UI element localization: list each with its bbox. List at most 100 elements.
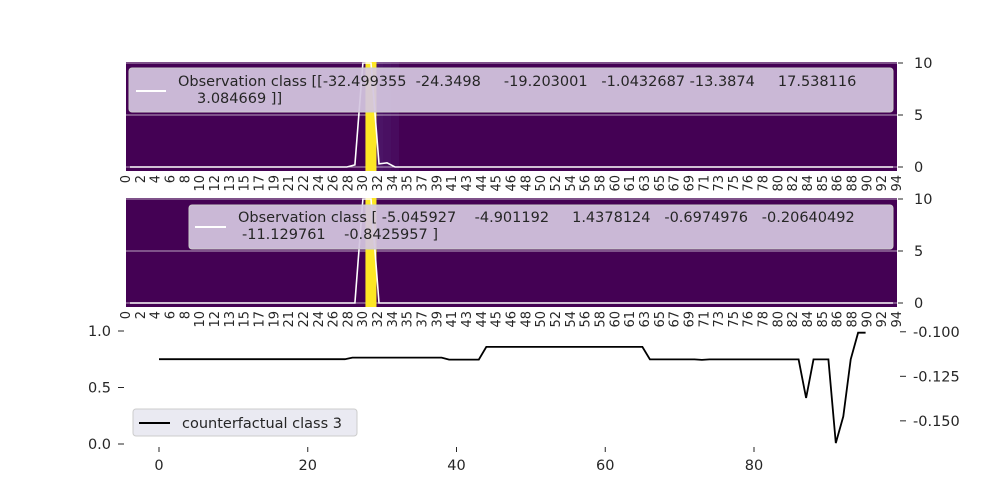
x-tick-label: 75	[727, 311, 742, 328]
x-tick-label: 67	[668, 175, 683, 192]
x-tick-label: 4	[149, 175, 164, 183]
x-tick-label: 13	[223, 311, 238, 328]
x-tick-label: 2	[134, 175, 149, 183]
x-tick-label: 71	[697, 175, 712, 192]
x-tick-label: 78	[757, 311, 772, 328]
top-legend: Observation class [[-32.499355 -24.3498 …	[128, 67, 894, 113]
y-tick-label: 0	[914, 296, 923, 312]
right-y-tick-label: -0.150	[913, 414, 960, 430]
x-tick-label: 34	[386, 311, 401, 328]
middle-legend: Observation class [ -5.045927 -4.901192 …	[188, 204, 894, 250]
x-tick-label: 48	[519, 311, 534, 328]
x-tick-label: 21	[282, 311, 297, 328]
x-tick-label: 26	[327, 311, 342, 328]
x-tick-label: 80	[745, 458, 763, 474]
x-tick-label: 60	[596, 458, 614, 474]
x-tick-label: 35	[401, 175, 416, 192]
x-tick-label: 34	[386, 175, 401, 192]
top-faint-columns	[374, 62, 400, 171]
x-tick-label: 19	[267, 311, 282, 328]
x-tick-label: 50	[534, 175, 549, 192]
middle-legend-line1: Observation class [ -5.045927 -4.901192 …	[238, 210, 855, 226]
middle-highlight-column	[365, 198, 377, 307]
x-tick-label: 24	[312, 175, 327, 192]
x-tick-label: 88	[846, 311, 861, 328]
left-y-tick-label: 0.5	[88, 381, 111, 397]
x-tick-label: 15	[238, 311, 253, 328]
x-tick-label: 73	[712, 311, 727, 328]
x-tick-label: 45	[490, 175, 505, 192]
x-tick-label: 30	[356, 175, 371, 192]
x-tick-label: 43	[460, 311, 475, 328]
x-tick-label: 52	[549, 311, 564, 328]
x-tick-label: 41	[445, 175, 460, 192]
x-tick-label: 71	[697, 311, 712, 328]
middle-legend-line2: -11.129761 -0.8425957 ]	[242, 227, 438, 243]
x-tick-label: 32	[371, 311, 386, 328]
x-tick-label: 8	[178, 311, 193, 319]
bottom-left-y-axis: 1.0 0.5 0.0	[88, 324, 124, 453]
x-tick-label: 78	[757, 175, 772, 192]
x-tick-label: 90	[860, 175, 875, 192]
x-tick-label: 0	[154, 458, 163, 474]
x-tick-label: 37	[416, 311, 431, 328]
x-tick-label: 21	[282, 175, 297, 192]
x-tick-label: 63	[638, 311, 653, 328]
x-tick-label: 82	[786, 311, 801, 328]
x-tick-label: 65	[653, 175, 668, 192]
middle-right-y-axis: 10 5 0	[898, 192, 932, 312]
middle-legend-box	[188, 204, 894, 250]
x-tick-label: 44	[475, 311, 490, 328]
x-tick-label: 86	[831, 311, 846, 328]
top-observation-line	[130, 62, 893, 168]
x-tick-label: 56	[579, 311, 594, 328]
y-tick-label: 10	[914, 192, 932, 208]
bottom-legend-label: counterfactual class 3	[182, 416, 342, 432]
x-tick-label: 82	[786, 175, 801, 192]
x-tick-label: 92	[875, 175, 890, 192]
y-tick-label: 5	[914, 244, 923, 260]
x-tick-label: 69	[682, 311, 697, 328]
x-tick-label: 12	[208, 175, 223, 192]
x-tick-label: 22	[297, 311, 312, 328]
x-tick-label: 13	[223, 175, 238, 192]
x-tick-label: 94	[890, 311, 905, 328]
x-tick-label: 4	[149, 311, 164, 319]
left-y-tick-label: 0.0	[88, 437, 111, 453]
right-y-tick-label: -0.125	[913, 369, 960, 385]
x-tick-label: 6	[163, 311, 178, 319]
x-tick-label: 75	[727, 175, 742, 192]
x-tick-label: 73	[712, 175, 727, 192]
bottom-line-panel: 1.0 0.5 0.0 -0.100 -0.125 -0.150 0 20 40 60 80 c…	[88, 324, 960, 474]
x-tick-label: 17	[252, 311, 267, 328]
x-tick-label: 43	[460, 175, 475, 192]
middle-observation-line	[130, 198, 893, 304]
x-tick-label: 76	[742, 175, 757, 192]
x-tick-label: 92	[875, 311, 890, 328]
bottom-x-axis: 0 20 40 60 80	[154, 447, 763, 474]
x-tick-label: 10	[193, 311, 208, 328]
x-tick-label: 48	[519, 175, 534, 192]
x-tick-label: 6	[163, 175, 178, 183]
y-tick-label: 5	[914, 108, 923, 124]
x-tick-label: 90	[860, 311, 875, 328]
x-tick-label: 58	[593, 175, 608, 192]
top-legend-line2: 3.084669 ]]	[197, 91, 282, 107]
x-tick-label: 37	[416, 175, 431, 192]
x-tick-label: 76	[742, 311, 757, 328]
x-tick-label: 54	[564, 311, 579, 328]
x-tick-label: 30	[356, 311, 371, 328]
x-tick-label: 88	[846, 175, 861, 192]
x-tick-label: 28	[341, 311, 356, 328]
x-tick-label: 46	[505, 311, 520, 328]
x-tick-label: 85	[816, 311, 831, 328]
x-tick-label: 10	[193, 175, 208, 192]
x-tick-label: 32	[371, 175, 386, 192]
x-tick-label: 56	[579, 175, 594, 192]
left-y-tick-label: 1.0	[88, 324, 111, 340]
faint-column	[383, 62, 392, 171]
x-tick-label: 60	[608, 311, 623, 328]
x-tick-label: 54	[564, 175, 579, 192]
x-tick-label: 45	[490, 311, 505, 328]
middle-x-tick-labels: 0 2 4 6 8 10 12 13 15 17 19 21 22 24 26 28 30 32 34 35 37 39 4…	[119, 311, 905, 328]
